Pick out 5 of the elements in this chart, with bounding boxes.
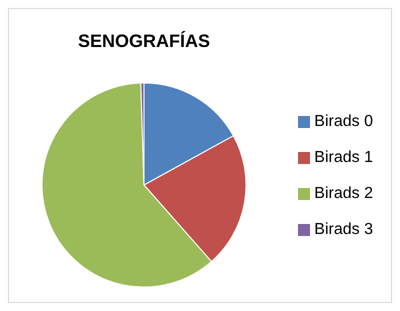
legend-label: Birads 2 — [314, 185, 373, 202]
chart-title: SENOGRAFÍAS — [76, 31, 211, 52]
legend-label: Birads 0 — [314, 113, 373, 130]
legend-label: Birads 1 — [314, 149, 373, 166]
legend-label: Birads 3 — [314, 221, 373, 238]
